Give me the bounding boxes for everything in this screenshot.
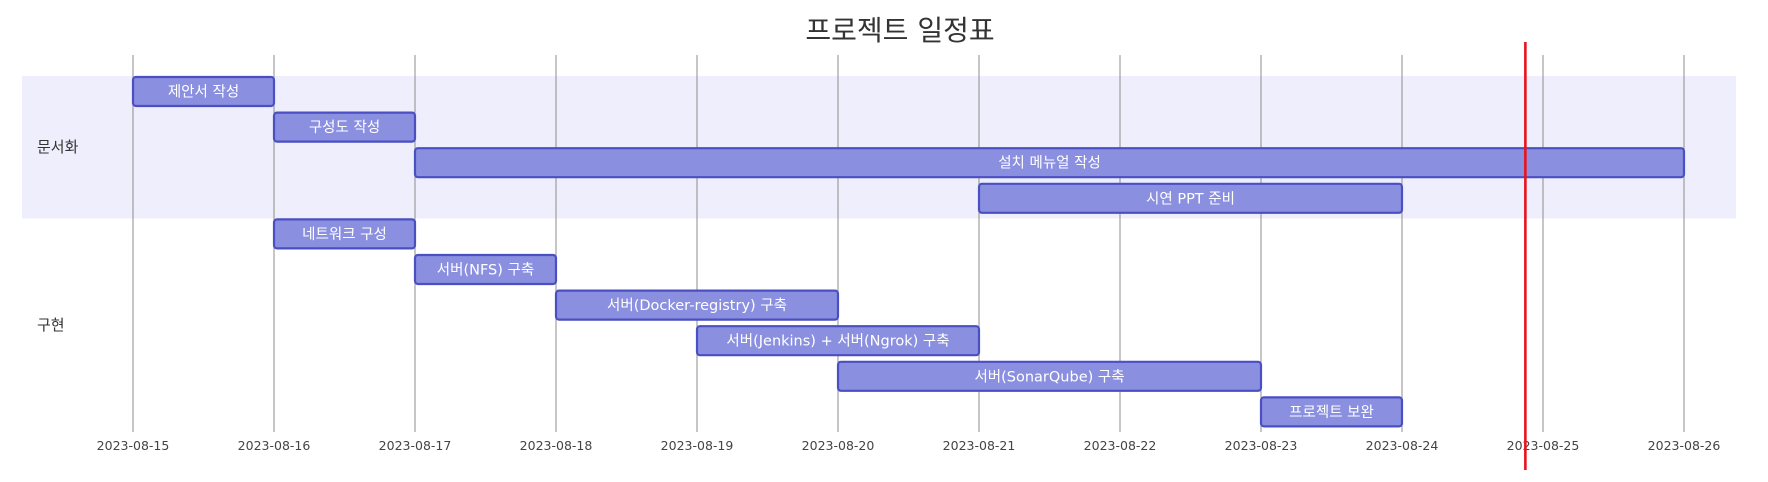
x-tick-label: 2023-08-23 [1225, 438, 1298, 453]
task-label: 서버(SonarQube) 구축 [974, 368, 1124, 385]
task-label: 서버(NFS) 구축 [437, 262, 534, 279]
x-tick-label: 2023-08-18 [520, 438, 593, 453]
x-tick-label: 2023-08-26 [1648, 438, 1721, 453]
x-tick-label: 2023-08-24 [1366, 438, 1439, 453]
task-bar [836, 360, 1263, 392]
x-tick-label: 2023-08-22 [1084, 438, 1157, 453]
x-tick-label: 2023-08-21 [943, 438, 1016, 453]
task-label: 서버(Docker-registry) 구축 [607, 297, 787, 314]
chart-title: 프로젝트 일정표 [805, 14, 994, 47]
task-label: 구성도 작성 [309, 119, 380, 136]
x-tick-label: 2023-08-15 [97, 438, 170, 453]
x-tick-label: 2023-08-25 [1507, 438, 1580, 453]
task-label: 제안서 작성 [168, 84, 239, 101]
task-label: 프로젝트 보완 [1289, 404, 1374, 421]
task-bar [131, 75, 276, 108]
task-bar [413, 147, 1686, 179]
x-tick-label: 2023-08-19 [661, 438, 734, 453]
section-label: 구현 [37, 316, 65, 334]
task-bar [272, 218, 417, 250]
task-label: 서버(Jenkins) + 서버(Ngrok) 구축 [726, 333, 949, 350]
x-tick-label: 2023-08-17 [379, 438, 452, 453]
x-tick-label: 2023-08-16 [238, 438, 311, 453]
axis-tick-labels: 2023-08-15 2023-08-16 2023-08-17 2023-08-18… [97, 438, 1721, 453]
section-label: 문서화 [37, 138, 79, 156]
task-bar [554, 289, 840, 321]
x-tick-label: 2023-08-20 [802, 438, 875, 453]
task-bar [695, 325, 981, 357]
task-bar [1259, 396, 1404, 428]
task-bar [413, 253, 558, 286]
task-label: 네트워크 구성 [302, 226, 387, 243]
task-label: 설치 메뉴얼 작성 [998, 155, 1101, 172]
task-bar [272, 111, 417, 143]
task-label: 시연 PPT 준비 [1146, 190, 1235, 207]
task-bar [977, 182, 1404, 214]
